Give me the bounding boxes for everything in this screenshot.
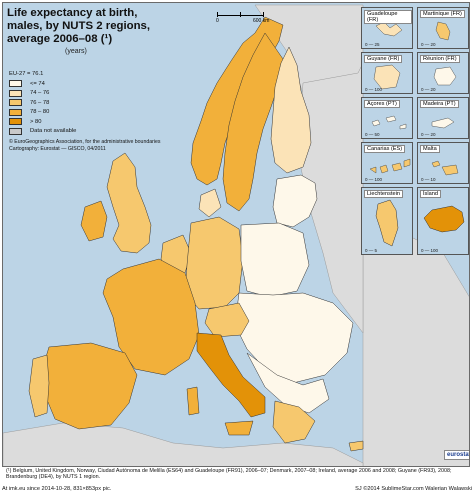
scale-tick (263, 12, 264, 17)
legend-label: > 80 (30, 118, 42, 125)
region-baltics (272, 174, 318, 228)
region-italy (196, 332, 266, 418)
scale-tick (217, 12, 218, 17)
credit-line: © EuroGeographics Association, for the a… (9, 139, 161, 145)
map-title-block: Life expectancy at birth, males, by NUTS… (7, 7, 157, 55)
legend-swatch (9, 89, 22, 97)
map-legend: EU-27 = 76.1 <= 74 74 – 76 76 – 78 78 – … (9, 71, 76, 136)
inset-guyane: Guyane (FR) 0 — 100 (361, 52, 413, 94)
inset-shape (431, 117, 455, 129)
inset-shape (375, 21, 403, 37)
map-title: Life expectancy at birth, males, by NUTS… (7, 7, 151, 45)
region-greece (272, 400, 316, 444)
inset-shape (433, 66, 457, 86)
legend-eu-average: EU-27 = 76.1 (9, 71, 44, 77)
region-ireland (80, 200, 108, 242)
region-uk (106, 152, 152, 254)
legend-swatch (9, 80, 22, 88)
region-austria (204, 302, 250, 338)
legend-swatch (9, 108, 22, 116)
inset-scale-label: 0 — 100 (421, 248, 439, 253)
legend-row: > 80 (9, 117, 76, 127)
land-russia-east (297, 62, 364, 334)
legend-label: <= 74 (30, 80, 45, 87)
region-spain (42, 342, 138, 430)
inset-scale-label: 0 — 100 (365, 87, 383, 92)
inset-martinique: Martinique (FR) 0 — 20 (417, 7, 469, 49)
watermark-right: SJ ©2014 SublimeStar.com Walerian Walaws… (355, 486, 472, 492)
map-frame: Life expectancy at birth, males, by NUTS… (2, 2, 470, 467)
legend-swatch (9, 127, 22, 135)
inset-shape (369, 158, 411, 174)
inset-shape (373, 64, 401, 90)
europe-map (3, 4, 469, 466)
inset-scale-label: 0 — 100 (365, 177, 383, 182)
inset-scale-label: 0 — 20 (421, 132, 436, 137)
inset-island: Ísland 0 — 100 (417, 187, 469, 255)
inset-label: Madeira (PT) (420, 100, 459, 108)
scale-start: 0 (216, 18, 219, 24)
region-finland (270, 46, 312, 174)
region-portugal (28, 354, 50, 418)
scale-bar: 0 600 km (215, 9, 275, 24)
region-germany (184, 216, 244, 310)
legend-row: 78 – 80 (9, 108, 76, 118)
inset-label: Martinique (FR) (420, 10, 465, 18)
map-unit: (years) (65, 48, 87, 55)
inset-label: Canarias (ES) (364, 145, 406, 153)
inset-scale-label: 0 — 10 (421, 177, 436, 182)
inset-shape (435, 21, 451, 41)
inset-scale-label: 0 — 5 (365, 248, 378, 253)
inset-label: Guyane (FR) (364, 55, 403, 63)
legend-label: 78 – 80 (30, 109, 50, 116)
region-sweden (222, 32, 284, 212)
inset-label: Malta (420, 145, 440, 153)
legend-row: Data not available (9, 127, 76, 137)
legend-row: <= 74 (9, 79, 76, 89)
watermark-left: At imk.eu since 2014-10-28, 831×853px pi… (2, 486, 112, 492)
inset-reunion: Réunion (FR) 0 — 20 (417, 52, 469, 94)
legend-label: Data not available (30, 128, 77, 135)
inset-label: Ísland (420, 190, 441, 198)
inset-liechtenstein: Liechtenstein 0 — 5 (361, 187, 413, 255)
inset-label: Guadeloupe (FR) (364, 10, 412, 24)
credit-line: Cartography: Eurostat — GISCO, 04/2011 (9, 146, 106, 152)
inset-malta: Malta 0 — 10 (417, 142, 469, 184)
region-balkans (246, 352, 330, 414)
inset-acores: Açores (PT) 0 — 50 (361, 97, 413, 139)
legend-row: 76 – 78 (9, 98, 76, 108)
inset-scale-label: 0 — 25 (365, 42, 380, 47)
inset-label: Réunion (FR) (420, 55, 460, 63)
inset-canarias: Canarias (ES) 0 — 100 (361, 142, 413, 184)
region-central-east (234, 292, 354, 384)
map-credits: © EuroGeographics Association, for the a… (9, 139, 209, 153)
inset-label: Liechtenstein (364, 190, 403, 198)
legend-label: 74 – 76 (30, 90, 50, 97)
inset-scale-label: 0 — 50 (365, 132, 380, 137)
region-sicily (224, 420, 254, 436)
scale-end: 600 km (253, 18, 270, 24)
region-poland (240, 222, 310, 298)
map-footnote: (¹) Belgium, United Kingdom, Norway, Ciu… (6, 468, 452, 481)
legend-swatch (9, 118, 22, 126)
scale-tick (240, 12, 241, 17)
legend-label: 76 – 78 (30, 99, 50, 106)
inset-scale-label: 0 — 20 (421, 42, 436, 47)
legend-row: 74 – 76 (9, 89, 76, 99)
inset-scale-label: 0 — 20 (421, 87, 436, 92)
region-denmark (198, 188, 222, 218)
land-africa (3, 422, 364, 466)
region-sardinia (186, 386, 200, 416)
inset-shape (371, 115, 407, 130)
inset-madeira: Madeira (PT) 0 — 20 (417, 97, 469, 139)
eurostat-logo: eurostat (444, 450, 469, 460)
region-cyprus (348, 440, 364, 452)
inset-label: Açores (PT) (364, 100, 400, 108)
inset-shape (375, 199, 399, 247)
region-france (102, 258, 200, 376)
inset-guadeloupe: Guadeloupe (FR) 0 — 25 (361, 7, 413, 49)
inset-shape (431, 160, 459, 176)
legend-swatch (9, 99, 22, 107)
inset-shape (423, 205, 465, 233)
